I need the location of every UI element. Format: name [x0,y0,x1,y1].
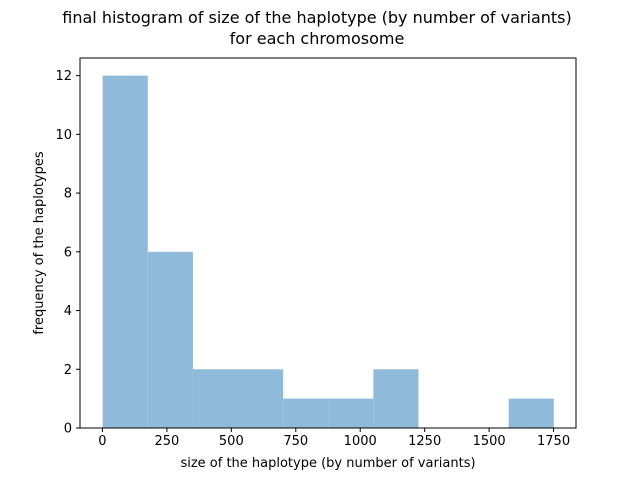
y-tick-label: 0 [64,422,72,437]
x-tick-label: 0 [98,434,106,449]
histogram-bar [328,398,374,428]
histogram-bar [238,369,284,428]
y-tick-label: 2 [64,363,72,378]
histogram-bar [147,251,193,428]
y-axis-ticks: 0 2 4 6 8 10 12 [55,69,80,437]
y-tick-label: 12 [55,69,72,84]
histogram-bar [373,369,419,428]
chart-title-line-2: for each chromosome [230,29,405,48]
plot-frame [79,57,577,429]
histogram-bars [102,75,554,428]
x-tick-label: 1000 [344,434,377,449]
x-axis-ticks: 0 250 500 750 1000 1250 1500 1750 [98,428,570,449]
y-tick-label: 10 [55,128,72,143]
x-tick-label: 500 [219,434,244,449]
y-tick-label: 8 [64,187,72,202]
y-tick-label: 6 [64,245,72,260]
x-axis-label: size of the haplotype (by number of vari… [180,456,475,471]
histogram-bar [192,369,239,428]
chart-title-line-1: final histogram of size of the haplotype… [62,8,571,27]
x-tick-label: 1250 [408,434,441,449]
x-tick-label: 1500 [473,434,506,449]
y-axis-label: frequency of the haplotypes [32,151,47,335]
x-tick-label: 1750 [537,434,570,449]
histogram-bar [508,398,554,428]
histogram-bar [102,75,148,428]
x-tick-label: 750 [283,434,308,449]
histogram-bar [283,398,329,428]
x-tick-label: 250 [154,434,179,449]
y-tick-label: 4 [64,304,72,319]
